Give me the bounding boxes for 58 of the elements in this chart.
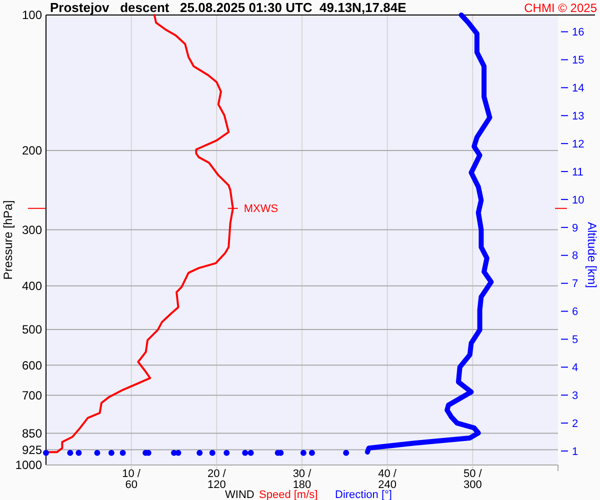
- y2-tick-label: 1: [572, 446, 578, 458]
- y2-tick-label: 11: [572, 166, 584, 178]
- x-axis-title: WIND: [225, 489, 254, 500]
- point: [43, 450, 49, 456]
- y2-axis-title: Altitude [km]: [585, 222, 599, 288]
- annotation: CHMI © 2025: [524, 1, 598, 15]
- y-tick-label: 500: [22, 322, 42, 337]
- y2-tick-label: 15: [572, 54, 584, 67]
- y2-tick-label: 3: [572, 390, 578, 402]
- y2-tick-label: 16: [572, 26, 584, 39]
- point: [209, 450, 216, 456]
- y2-tick-label: 8: [572, 250, 578, 262]
- point: [308, 450, 315, 456]
- point: [248, 450, 254, 456]
- x-tick-label: 10 /: [122, 468, 142, 480]
- y2-tick-label: 12: [572, 138, 584, 150]
- y2-tick-label: 5: [572, 334, 578, 346]
- y-tick-label: 925: [22, 442, 42, 457]
- point: [120, 450, 126, 456]
- x-tick-label: 50 /: [463, 468, 483, 480]
- y-tick-label: 400: [22, 279, 42, 294]
- y-tick-label: 300: [22, 222, 42, 237]
- y-tick-label: 600: [22, 358, 42, 372]
- x2-tick-label: 240: [378, 479, 397, 491]
- text: Speed [m/s]: [259, 489, 318, 500]
- point: [108, 450, 114, 456]
- y-tick-label: 850: [22, 426, 42, 440]
- x-tick-label: 40 /: [378, 468, 398, 480]
- point: [224, 450, 230, 456]
- point: [76, 450, 82, 456]
- y-tick-label: 700: [22, 388, 42, 402]
- y2-tick-label: 14: [572, 82, 584, 95]
- y2-tick-label: 7: [572, 278, 578, 290]
- x2-tick-label: 180: [292, 479, 312, 491]
- y-tick-label: 100: [22, 8, 42, 22]
- x-tick-label: 30 /: [292, 468, 312, 480]
- point: [67, 450, 74, 456]
- x2-tick-label: 120: [207, 479, 226, 491]
- y2-tick-label: 6: [572, 306, 578, 318]
- point: [242, 450, 248, 456]
- y2-tick-label: 9: [572, 222, 578, 234]
- y2-tick-label: 2: [572, 418, 578, 430]
- y-tick-label: 200: [22, 144, 42, 158]
- x-tick-label: 20 /: [207, 468, 227, 480]
- x2-tick-label: 60: [125, 479, 138, 491]
- annotation: MXWS: [244, 203, 278, 216]
- point: [94, 450, 100, 456]
- y2-tick-label: 10: [572, 194, 584, 206]
- y2-tick-label: 13: [572, 110, 584, 122]
- y-axis-title: Pressure [hPa]: [1, 200, 15, 280]
- y-tick-label: 1000: [15, 458, 42, 472]
- x2-tick-label: 300: [463, 479, 482, 491]
- chart-title: Prostejov descent 25.08.2025 01:30 UTC 49.13N,17.84E: [50, 0, 407, 15]
- point: [196, 450, 203, 456]
- point: [300, 450, 306, 456]
- text: Direction [°]: [335, 489, 392, 500]
- point: [343, 450, 350, 456]
- y2-tick-label: 4: [572, 362, 578, 374]
